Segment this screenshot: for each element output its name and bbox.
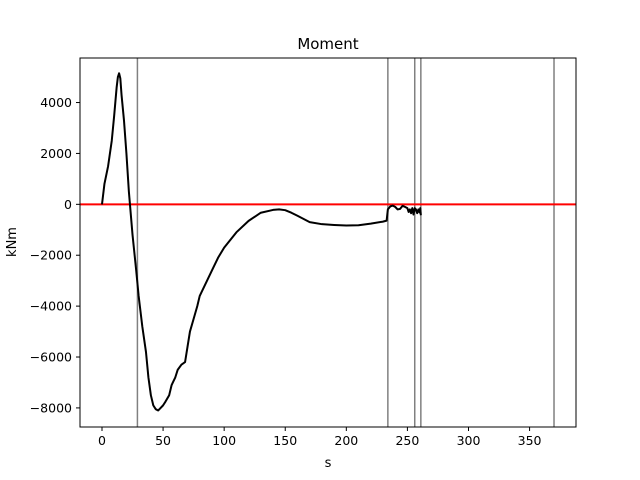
x-tick-label: 250 bbox=[395, 433, 419, 448]
y-tick-label: −6000 bbox=[30, 350, 72, 365]
y-axis: −8000 −6000 −4000 −2000 0 2000 4000 bbox=[30, 95, 80, 415]
chart-title: Moment bbox=[297, 35, 358, 53]
y-axis-label: kNm bbox=[5, 227, 20, 257]
y-tick-label: −4000 bbox=[30, 299, 72, 314]
moment-series-line bbox=[100, 72, 422, 412]
x-tick-label: 350 bbox=[518, 433, 542, 448]
plot-frame bbox=[79, 57, 577, 428]
y-tick-label: −8000 bbox=[30, 400, 72, 415]
x-tick-label: 50 bbox=[155, 433, 171, 448]
y-tick-label: −2000 bbox=[30, 248, 72, 263]
x-axis-label: s bbox=[325, 456, 332, 471]
y-tick-label: 0 bbox=[64, 197, 72, 212]
x-tick-label: 300 bbox=[457, 433, 481, 448]
x-tick-label: 200 bbox=[334, 433, 358, 448]
x-tick-label: 150 bbox=[273, 433, 297, 448]
x-tick-label: 0 bbox=[98, 433, 106, 448]
y-tick-label: 4000 bbox=[40, 95, 72, 110]
x-axis: 0 50 100 150 200 250 300 350 bbox=[98, 427, 542, 448]
y-tick-label: 2000 bbox=[40, 146, 72, 161]
plot-area bbox=[80, 58, 576, 427]
x-tick-label: 100 bbox=[212, 433, 236, 448]
